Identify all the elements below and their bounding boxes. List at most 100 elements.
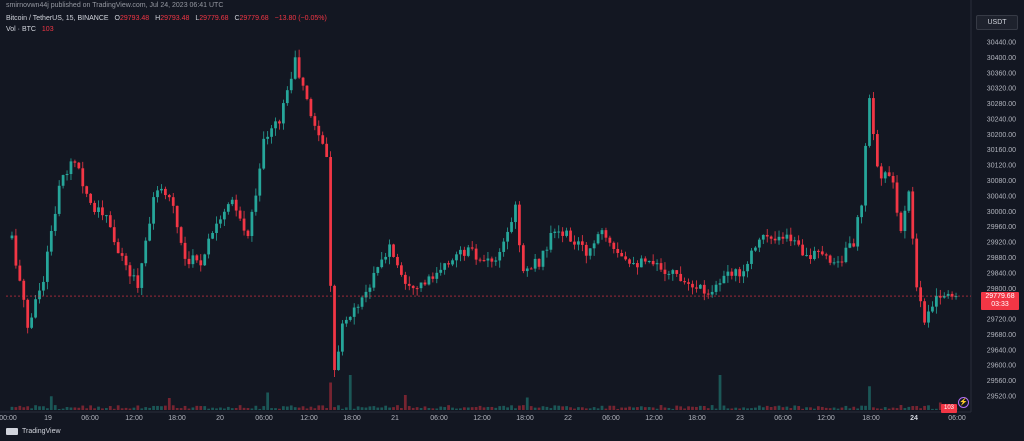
volume-bar (81, 405, 85, 410)
volume-bar (761, 407, 765, 410)
volume-bar (187, 408, 191, 410)
candle-body (950, 293, 954, 297)
volume-bar (215, 408, 218, 410)
candle-body (203, 254, 207, 266)
candle-body (883, 172, 887, 179)
candle-body (120, 253, 124, 256)
candle-body (53, 213, 57, 231)
volume-bar (270, 408, 273, 410)
volume-bar (30, 408, 34, 410)
candle-body (514, 204, 517, 223)
candle-body (557, 231, 561, 233)
candle-body (919, 287, 923, 302)
candle-body (270, 128, 273, 137)
volume-bar (219, 407, 222, 410)
candle-body (368, 287, 372, 292)
volume-bar (490, 406, 494, 410)
volume-bar (341, 408, 344, 410)
candle-body (698, 284, 702, 289)
volume-bar (687, 406, 690, 410)
volume-bar (435, 408, 439, 410)
volume-bar (266, 392, 270, 410)
price-tick-label: 30120.00 (987, 163, 1016, 170)
volume-bar (777, 405, 781, 410)
candle-body (104, 215, 108, 217)
candle-body (69, 161, 73, 175)
volume-bar (604, 408, 608, 410)
candle-body (734, 269, 738, 276)
price-tick-label: 29600.00 (987, 363, 1016, 370)
volume-bar (498, 406, 502, 410)
volume-bar (439, 406, 443, 410)
price-tick-label: 30040.00 (987, 193, 1016, 200)
volume-bar (757, 405, 761, 410)
volume-bar (569, 407, 572, 410)
candle-body (293, 57, 297, 79)
volume-bar (797, 406, 801, 410)
candle-body (714, 284, 718, 292)
volume-bar (26, 406, 30, 410)
candle-body (282, 103, 285, 124)
volume-bar (38, 406, 41, 410)
volume-bar (887, 408, 891, 410)
volume-bar (167, 398, 171, 410)
volume-bar (423, 406, 427, 410)
volume-bar (514, 408, 517, 410)
volume-bar (348, 375, 352, 410)
volume-bar (883, 407, 887, 410)
volume-bar (722, 405, 726, 410)
volume-bar (482, 407, 486, 410)
currency-button[interactable]: USDT (976, 15, 1018, 30)
volume-bar (848, 408, 852, 410)
candle-body (199, 260, 203, 266)
candle-body (364, 291, 368, 298)
volume-bar (549, 408, 553, 410)
candle-body (262, 138, 266, 169)
candle-body (490, 258, 494, 262)
candle-body (828, 255, 832, 263)
price-axis[interactable]: 29520.00 29560.00 29600.00 29640.00 29680.00… (987, 40, 1016, 401)
volume-bar (844, 405, 848, 410)
volume-bar (333, 407, 336, 410)
volume-bar (691, 406, 694, 410)
volume-bar (116, 405, 120, 410)
candles (10, 49, 958, 378)
time-axis[interactable]: 00:00 19 06:00 12:00 18:00 20 06:00 12:00 18:00 2… (0, 415, 966, 422)
volume-bar (801, 408, 804, 410)
candle-body (580, 241, 584, 245)
volume-bar (234, 407, 238, 410)
lightning-icon[interactable]: ⚡ (958, 397, 969, 408)
time-tick-label: 00:00 (0, 415, 17, 422)
candle-body (856, 217, 860, 247)
volume-bar (793, 405, 797, 410)
candle-body (518, 204, 521, 246)
volume-bar (899, 405, 903, 410)
price-tick-label: 29920.00 (987, 240, 1016, 247)
candle-body (388, 244, 391, 257)
volume-bar (140, 408, 144, 410)
volume-bar (459, 408, 462, 410)
candle-body (588, 248, 592, 256)
price-tick-label: 29840.00 (987, 270, 1016, 277)
candle-body (687, 282, 690, 284)
candle-body (447, 263, 450, 265)
candle-body (195, 255, 199, 261)
candle-body (97, 207, 100, 213)
tradingview-logo-icon[interactable] (6, 428, 18, 435)
volume-bar (872, 407, 875, 410)
candle-body (533, 258, 537, 269)
volume-label[interactable]: Vol · BTC (6, 26, 36, 33)
candle-body (840, 261, 844, 263)
candle-body (569, 230, 572, 242)
volume-bar (773, 406, 777, 410)
volume-bar (447, 405, 450, 410)
volume-bar (525, 397, 529, 410)
volume-bar (785, 406, 789, 410)
candle-body (10, 235, 14, 239)
volume-bar (160, 406, 163, 410)
volume-bar (152, 405, 155, 410)
candle-body (49, 230, 53, 252)
candle-body (620, 252, 624, 257)
symbol-name[interactable]: Bitcoin / TetherUS, 15, BINANCE (6, 15, 109, 22)
